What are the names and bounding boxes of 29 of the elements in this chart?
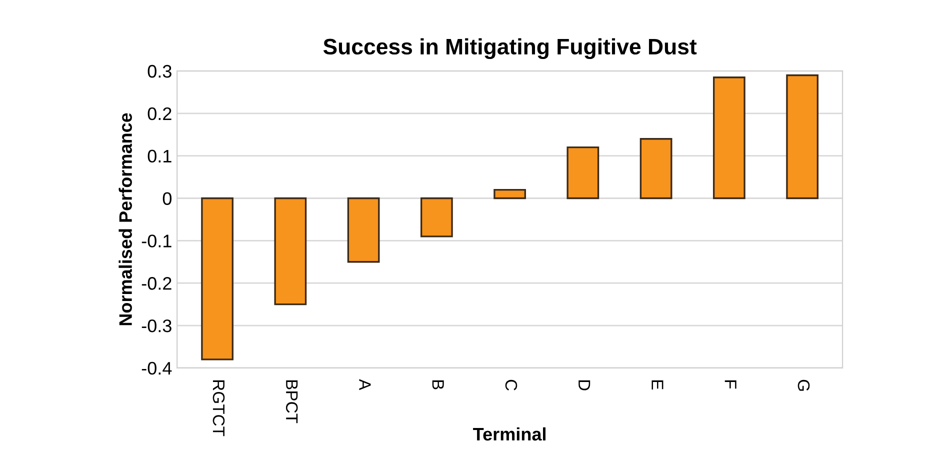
y-tick-label: 0.2 xyxy=(148,107,172,120)
bar xyxy=(712,76,746,200)
x-tick-label: A xyxy=(359,379,371,390)
x-tick-label: C xyxy=(505,380,518,390)
x-tick-label: BPCT xyxy=(286,380,298,424)
y-axis-title: Normalised Performance xyxy=(118,113,132,326)
bar xyxy=(566,146,600,200)
y-tick-label: 0 xyxy=(162,192,172,205)
y-tick-label: -0.2 xyxy=(142,277,172,290)
x-axis-title: Terminal xyxy=(473,427,546,441)
chart-title: Success in Mitigating Fugitive Dust xyxy=(323,38,697,60)
bar xyxy=(640,138,672,200)
bar xyxy=(347,197,380,263)
bar xyxy=(786,74,818,200)
x-tick-label: RGTCT xyxy=(212,380,225,436)
bar xyxy=(494,188,526,200)
y-tick-label: 0.3 xyxy=(148,64,172,78)
x-tick-label: B xyxy=(432,380,444,390)
y-tick-label: -0.1 xyxy=(142,234,172,248)
y-tick-label: -0.3 xyxy=(142,319,172,332)
x-tick-label: D xyxy=(578,380,590,390)
bar xyxy=(274,197,307,306)
bar xyxy=(420,197,453,238)
bar xyxy=(201,197,234,360)
x-tick-label: G xyxy=(798,380,810,391)
y-tick-label: 0.1 xyxy=(148,150,172,163)
x-tick-label: E xyxy=(652,380,664,390)
x-tick-label: F xyxy=(724,380,736,389)
y-tick-label: -0.4 xyxy=(142,362,172,375)
